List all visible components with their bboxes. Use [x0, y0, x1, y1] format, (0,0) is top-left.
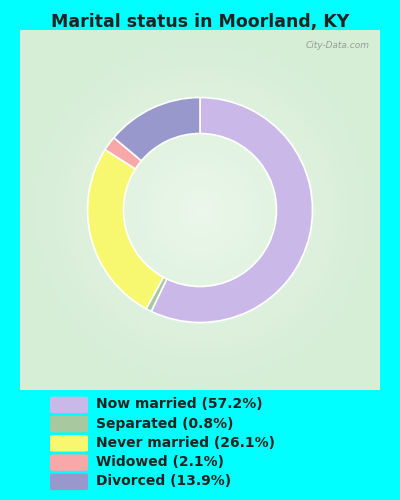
Wedge shape	[105, 138, 142, 169]
FancyBboxPatch shape	[50, 416, 88, 432]
Wedge shape	[151, 98, 312, 322]
Wedge shape	[88, 150, 163, 309]
FancyBboxPatch shape	[50, 474, 88, 490]
FancyBboxPatch shape	[50, 396, 88, 413]
Text: Marital status in Moorland, KY: Marital status in Moorland, KY	[51, 13, 349, 31]
Wedge shape	[146, 277, 167, 312]
FancyBboxPatch shape	[50, 435, 88, 452]
Text: Divorced (13.9%): Divorced (13.9%)	[96, 474, 231, 488]
Text: Widowed (2.1%): Widowed (2.1%)	[96, 455, 224, 469]
Wedge shape	[114, 98, 200, 161]
Text: Now married (57.2%): Now married (57.2%)	[96, 398, 263, 411]
Text: Never married (26.1%): Never married (26.1%)	[96, 436, 275, 450]
Text: City-Data.com: City-Data.com	[305, 41, 369, 50]
Text: Separated (0.8%): Separated (0.8%)	[96, 416, 234, 430]
FancyBboxPatch shape	[50, 454, 88, 471]
